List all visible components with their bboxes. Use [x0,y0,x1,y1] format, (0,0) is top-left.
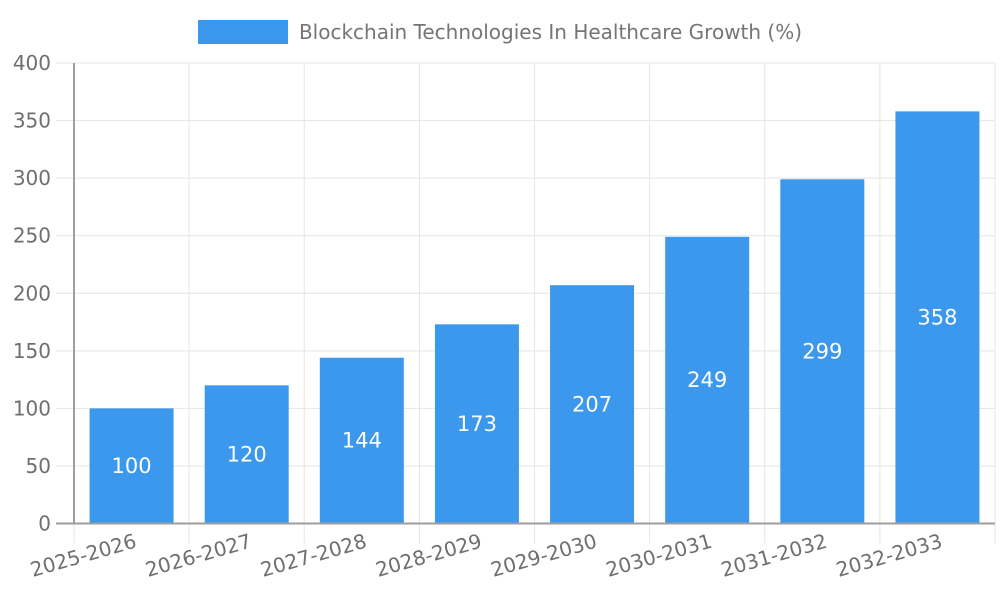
y-tick-label: 50 [26,454,51,478]
bar-value-label: 207 [572,392,612,416]
x-tick-label: 2026-2027 [143,529,254,582]
bar-2031-2032[interactable] [780,179,865,524]
y-tick-label: 150 [13,339,51,363]
bar-value-label: 144 [342,429,382,453]
y-tick-label: 100 [13,396,51,420]
bar-value-label: 358 [917,305,957,329]
legend-color-swatch [197,20,288,44]
x-tick-label: 2031-2032 [718,529,829,582]
x-tick-label: 2032-2033 [833,529,944,582]
bar-value-label: 173 [457,412,497,436]
bar-2026-2027[interactable] [204,385,289,524]
bar-2029-2030[interactable] [550,285,635,524]
x-tick-label: 2027-2028 [258,529,369,582]
legend-label: Blockchain Technologies In Healthcare Gr… [298,20,803,44]
y-tick-label: 350 [13,109,51,133]
bar-2027-2028[interactable] [319,357,404,524]
y-tick-label: 300 [13,166,51,190]
x-tick-label: 2028-2029 [373,529,484,582]
x-tick-label: 2030-2031 [603,529,714,582]
bar-2030-2031[interactable] [665,236,750,524]
x-tick-label: 2025-2026 [28,529,139,582]
bar-2028-2029[interactable] [434,324,519,524]
bar-value-label: 249 [687,368,727,392]
y-tick-label: 200 [13,281,51,305]
y-tick-label: 250 [13,224,51,248]
y-tick-label: 0 [38,512,51,536]
bar-2032-2033[interactable] [895,111,980,524]
y-tick-label: 400 [13,51,51,75]
bar-value-label: 100 [112,454,152,478]
chart-legend-item[interactable]: Blockchain Technologies In Healthcare Gr… [0,8,1000,56]
bar-value-label: 120 [227,442,267,466]
bar-2025-2026[interactable] [89,408,174,524]
bar-value-label: 299 [802,339,842,363]
x-tick-label: 2029-2030 [488,529,599,582]
